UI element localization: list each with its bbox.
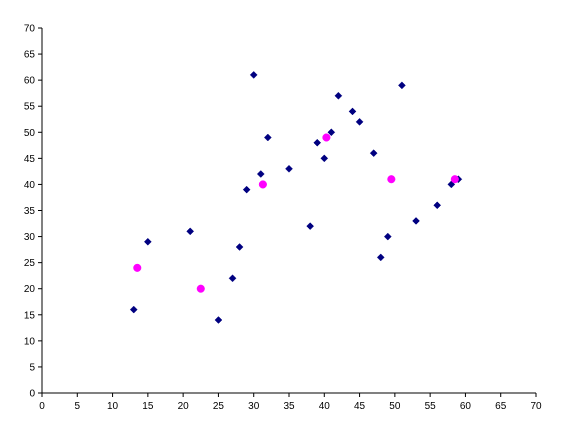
x-tick-label: 5 <box>75 401 81 412</box>
y-tick-label: 25 <box>24 258 36 269</box>
data-point-diamond <box>313 138 322 147</box>
data-point-diamond <box>228 274 237 283</box>
x-tick-label: 30 <box>248 401 260 412</box>
data-marks <box>129 71 463 324</box>
y-tick-label: 70 <box>24 24 36 35</box>
y-tick-label: 0 <box>29 389 35 400</box>
data-point-diamond <box>235 243 244 251</box>
data-point-diamond <box>355 118 364 126</box>
data-point-diamond <box>144 237 152 246</box>
x-tick-label: 0 <box>39 401 45 412</box>
data-point-diamond <box>433 201 442 210</box>
x-tick-label: 70 <box>530 401 542 412</box>
data-point-diamond <box>285 164 293 173</box>
y-tick-label: 65 <box>24 50 36 61</box>
x-tick-label: 50 <box>389 401 401 412</box>
x-tick-label: 55 <box>425 401 437 412</box>
x-tick-label: 60 <box>460 401 472 412</box>
y-tick-label: 50 <box>24 128 36 139</box>
data-point-circle <box>322 133 331 142</box>
y-tick-label: 15 <box>24 310 36 321</box>
data-point-diamond <box>412 217 420 225</box>
data-point-diamond <box>242 185 251 194</box>
x-tick-label: 45 <box>354 401 366 412</box>
x-tick-label: 15 <box>142 401 154 412</box>
y-tick-label: 30 <box>24 232 36 243</box>
x-tick-label: 35 <box>283 401 295 412</box>
data-point-circle <box>133 263 142 272</box>
data-point-circle <box>387 175 396 184</box>
data-point-diamond <box>348 107 357 116</box>
data-point-diamond <box>306 222 315 230</box>
axes: 0 5 10 15 20 25 30 35 40 45 50 55 60 65 70 0 5 10 15 20 25 30… <box>24 24 542 413</box>
data-point-diamond <box>249 71 258 79</box>
y-tick-label: 60 <box>24 76 36 87</box>
y-tick-label: 55 <box>24 102 36 113</box>
y-tick-label: 40 <box>24 180 36 191</box>
data-point-diamond <box>369 149 378 157</box>
y-tick-label: 5 <box>29 362 35 373</box>
data-point-diamond <box>383 232 392 241</box>
data-point-diamond <box>327 128 336 137</box>
data-point-diamond <box>398 81 406 90</box>
data-point-circle <box>196 284 205 293</box>
data-point-diamond <box>186 227 195 236</box>
y-tick-label: 20 <box>24 284 36 295</box>
data-point-diamond <box>320 154 329 163</box>
data-point-circle <box>450 175 459 184</box>
data-point-diamond <box>334 91 343 100</box>
x-tick-label: 40 <box>319 401 331 412</box>
x-tick-label: 25 <box>213 401 225 412</box>
y-tick-label: 45 <box>24 154 36 165</box>
data-point-diamond <box>263 133 272 142</box>
y-tick-label: 35 <box>24 206 36 217</box>
data-point-diamond <box>256 170 265 178</box>
data-point-diamond <box>214 316 223 324</box>
x-tick-label: 20 <box>178 401 190 412</box>
data-point-diamond <box>376 253 385 262</box>
x-tick-label: 10 <box>107 401 119 412</box>
data-point-circle <box>258 180 267 189</box>
x-tick-label: 65 <box>495 401 507 412</box>
y-tick-label: 10 <box>24 336 36 347</box>
data-point-diamond <box>129 305 138 314</box>
